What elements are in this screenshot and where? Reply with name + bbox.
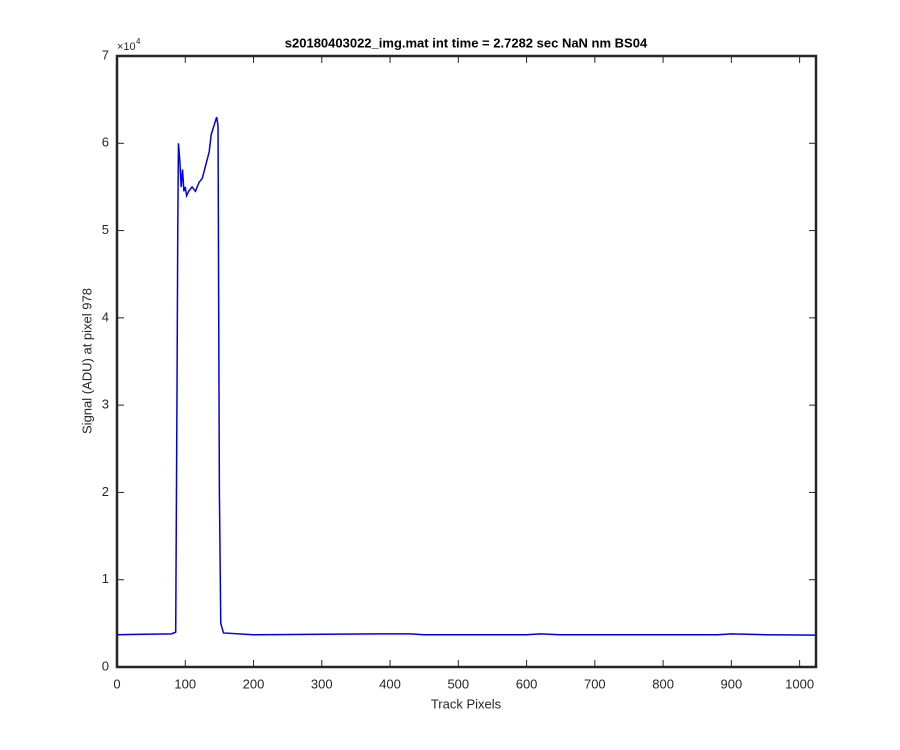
x-axis-label: Track Pixels (431, 696, 502, 711)
y-tick-label: 2 (102, 484, 109, 499)
x-tick-label: 700 (584, 676, 606, 691)
y-tick-label: 0 (102, 658, 109, 673)
y-tick-label: 6 (102, 135, 109, 150)
x-tick-label: 200 (243, 676, 265, 691)
y-tick-label: 3 (102, 397, 109, 412)
x-tick-label: 800 (652, 676, 674, 691)
y-multiplier-base: ×10 (117, 41, 136, 53)
x-tick-label: 1000 (785, 676, 814, 691)
x-tick-label: 900 (721, 676, 743, 691)
x-tick-label: 0 (113, 676, 120, 691)
y-axis-label: Signal (ADU) at pixel 978 (79, 288, 94, 434)
y-tick-label: 1 (102, 571, 109, 586)
y-tick-label: 5 (102, 222, 109, 237)
chart-title: s20180403022_img.mat int time = 2.7282 s… (285, 35, 648, 50)
x-tick-label: 500 (447, 676, 469, 691)
y-tick-label: 7 (102, 47, 109, 62)
x-tick-label: 100 (174, 676, 196, 691)
y-tick-label: 4 (102, 309, 109, 324)
data-line (116, 116, 817, 636)
x-tick-label: 600 (516, 676, 538, 691)
x-tick-label: 300 (311, 676, 333, 691)
axes-box (115, 54, 818, 669)
y-multiplier-exponent: 4 (136, 37, 141, 46)
x-tick-label: 400 (379, 676, 401, 691)
